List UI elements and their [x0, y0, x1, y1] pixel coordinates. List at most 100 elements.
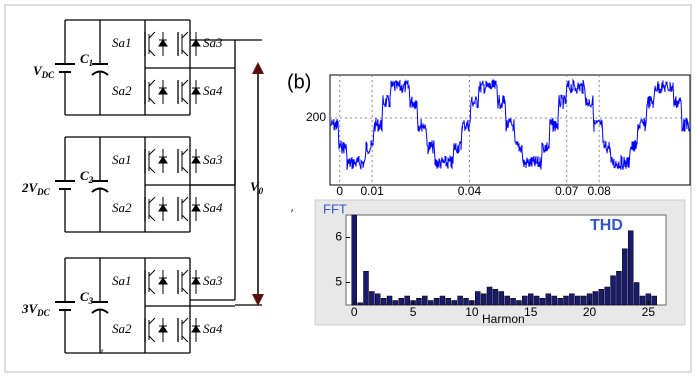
subscript: 1: [89, 58, 94, 68]
component-label: V0: [250, 179, 264, 196]
switch-label: Sa2: [112, 200, 132, 215]
bar: [592, 291, 599, 306]
component-label: C2: [80, 168, 94, 185]
component-label: C1: [80, 51, 93, 68]
bar: [357, 302, 363, 306]
component-label: VDC: [33, 63, 55, 80]
switch-label: Sa4: [203, 321, 223, 336]
circuit: VDCC1Sa1Sa2Sa3Sa42VDCC2Sa1Sa2Sa3Sa43VDCC…: [21, 19, 264, 354]
bar: [480, 293, 487, 306]
x-tick-label: 0.07: [555, 184, 579, 198]
wire: [148, 148, 156, 156]
bar: [522, 295, 528, 306]
bar: [533, 295, 540, 306]
bar: [510, 298, 516, 306]
wire: [148, 335, 156, 343]
switch-label: Sa3: [203, 152, 223, 167]
cap-plate: [91, 70, 109, 76]
wire: [181, 269, 189, 277]
bar: [386, 295, 393, 306]
panel-label: (b): [287, 71, 311, 93]
y-tick-label: 200: [306, 110, 326, 124]
wire: [148, 287, 156, 295]
bar: [392, 300, 399, 306]
mark: ′: [290, 206, 293, 221]
wave-plot: [329, 74, 691, 186]
bar: [604, 286, 610, 306]
symbol: C: [80, 168, 89, 183]
frame: [4, 4, 692, 373]
x-tick-label: 15: [524, 305, 538, 319]
cap-plate: [91, 308, 109, 314]
switch-label: Sa1: [112, 152, 132, 167]
bar: [351, 214, 357, 306]
switch-label: Sa1: [112, 35, 132, 50]
subscript: 2: [88, 175, 94, 185]
fft-title: FFT: [323, 201, 347, 216]
bar: [563, 295, 569, 306]
wire: [148, 196, 156, 204]
bar: [380, 298, 387, 306]
component-label: 2VDC: [21, 180, 51, 197]
bar: [427, 300, 434, 306]
coef: 2: [21, 180, 29, 195]
symbol: V: [29, 301, 39, 316]
bar: [433, 298, 440, 306]
wire: [181, 214, 189, 222]
x-tick-label: 0.04: [458, 184, 482, 198]
y-tick-label: 5: [335, 275, 342, 289]
bar: [457, 295, 463, 306]
thd-label: THD: [590, 217, 623, 234]
bar: [492, 289, 499, 306]
symbol: C: [80, 51, 89, 66]
x-tick-label: 0.01: [360, 184, 384, 198]
wire: [148, 79, 156, 87]
bar: [404, 295, 410, 306]
subscript: 3: [88, 296, 94, 306]
wire: [148, 97, 156, 105]
wire: [181, 31, 189, 39]
wire: [181, 287, 189, 295]
bar: [610, 275, 616, 306]
switch-label: Sa2: [112, 321, 132, 336]
bar: [639, 295, 646, 306]
x-tick-label: 10: [465, 305, 479, 319]
wire: [148, 269, 156, 277]
bar: [504, 295, 510, 306]
x-tick-label: 25: [642, 305, 656, 319]
cap-plate: [91, 187, 109, 193]
wire: [181, 166, 189, 174]
bar: [475, 291, 481, 306]
wire: [148, 166, 156, 174]
x-tick-label: 0.08: [588, 184, 612, 198]
switch-label: Sa1: [112, 273, 132, 288]
bar: [451, 300, 457, 306]
bar: [651, 295, 657, 306]
bar: [398, 298, 405, 306]
subscript: 0: [259, 186, 264, 196]
bar: [363, 271, 369, 306]
bar: [463, 298, 469, 306]
bar: [633, 282, 640, 306]
bar: [539, 298, 546, 306]
bar: [569, 293, 575, 306]
x-tick-label: 20: [583, 305, 597, 319]
bar: [422, 295, 428, 306]
switch-label: Sa3: [203, 35, 223, 50]
symbol: C: [80, 289, 89, 304]
bar: [516, 300, 522, 306]
bar: [439, 295, 446, 306]
x-tick-label: 0: [351, 305, 358, 319]
bar: [369, 291, 375, 306]
bar: [416, 298, 422, 306]
wire: [181, 97, 189, 105]
wire: [181, 317, 189, 325]
switch-label: Sa4: [203, 83, 223, 98]
x-tick-label: 0: [336, 184, 343, 198]
fft-x-label: Harmon: [482, 312, 525, 326]
bar: [557, 298, 563, 306]
y-tick-label: 6: [335, 230, 342, 244]
bar: [545, 293, 552, 306]
bar: [486, 286, 493, 306]
